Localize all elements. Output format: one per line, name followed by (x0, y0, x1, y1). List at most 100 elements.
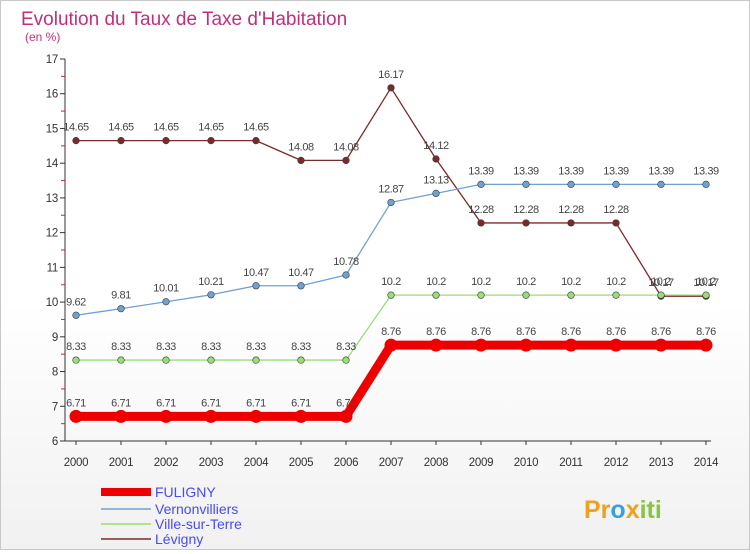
data-point (609, 338, 623, 352)
proxiti-logo: Proxiti (584, 496, 662, 524)
y-tick-label: 8 (52, 367, 58, 379)
data-point (72, 356, 80, 364)
data-label: 10.2 (561, 276, 581, 288)
data-label: 10.2 (696, 276, 716, 288)
x-tick-label: 2008 (424, 457, 448, 469)
y-tick-label: 10 (46, 297, 58, 309)
data-label: 10.47 (243, 267, 269, 279)
data-point (567, 291, 575, 299)
data-label: 14.08 (333, 141, 359, 153)
series-layer (69, 84, 713, 423)
legend-label: Lévigny (155, 531, 203, 547)
data-point (207, 137, 215, 145)
data-label: 9.81 (111, 290, 131, 302)
data-point (477, 180, 485, 188)
data-label: 8.76 (516, 326, 536, 338)
data-label: 8.76 (381, 326, 401, 338)
data-point (699, 338, 713, 352)
data-point (612, 291, 620, 299)
data-point (477, 219, 485, 227)
y-tick-label: 17 (46, 54, 58, 66)
x-tick-label: 2009 (469, 457, 493, 469)
data-point (117, 356, 125, 364)
data-point (339, 409, 353, 423)
data-label: 10.17 (693, 277, 719, 289)
data-point (297, 282, 305, 290)
data-point (162, 298, 170, 306)
data-point (702, 291, 710, 299)
data-point (69, 409, 83, 423)
data-label: 13.39 (513, 165, 539, 177)
data-point (294, 409, 308, 423)
data-point (342, 356, 350, 364)
y-tick-label: 12 (46, 228, 58, 240)
series-vernonvilliers (72, 180, 710, 319)
data-point (477, 291, 485, 299)
data-point (432, 189, 440, 197)
data-point (72, 137, 80, 145)
data-label: 6.71 (66, 397, 86, 409)
data-label: 8.76 (426, 326, 446, 338)
data-label: 6.71 (156, 397, 176, 409)
data-point (252, 356, 260, 364)
data-point (249, 409, 263, 423)
series-fuligny (69, 338, 713, 423)
data-point (387, 198, 395, 207)
data-point (297, 356, 305, 364)
x-tick-label: 2012 (604, 457, 628, 469)
x-tick-label: 2007 (379, 457, 403, 469)
data-label: 13.39 (603, 165, 629, 177)
data-label: 8.33 (336, 341, 356, 353)
data-point (342, 156, 350, 165)
legend: FULIGNYVernonvilliersVille-sur-TerreLévi… (101, 484, 242, 547)
data-label: 14.08 (288, 141, 314, 153)
data-point (612, 180, 620, 188)
x-tick-label: 2006 (334, 457, 358, 469)
x-tick-label: 2005 (289, 457, 313, 469)
data-label: 10.2 (516, 276, 536, 288)
data-point (432, 291, 440, 299)
data-label: 12.28 (513, 204, 539, 216)
svg-text:Proxiti: Proxiti (584, 496, 662, 524)
data-point (522, 180, 530, 188)
y-tick-label: 7 (52, 401, 58, 413)
data-point (297, 156, 305, 165)
data-label: 8.76 (471, 326, 491, 338)
data-label: 13.13 (423, 174, 449, 186)
data-point (342, 271, 350, 279)
data-label: 10.47 (288, 267, 314, 279)
data-point (522, 291, 530, 299)
data-point (567, 180, 575, 188)
data-point (567, 219, 575, 227)
data-label: 8.33 (66, 341, 86, 353)
chart-unit: (en %) (25, 30, 60, 44)
data-label: 12.28 (558, 204, 584, 216)
data-label: 14.65 (153, 122, 179, 134)
data-label: 13.39 (693, 165, 719, 177)
data-point (522, 219, 530, 227)
data-label: 10.17 (648, 277, 674, 289)
data-point (387, 291, 395, 299)
data-point (204, 409, 218, 423)
data-label: 14.65 (108, 122, 134, 134)
logo-part-1: Pr (584, 496, 611, 524)
data-point (657, 180, 665, 188)
data-label: 8.33 (246, 341, 266, 353)
data-label: 10.78 (333, 256, 359, 268)
data-label: 14.65 (63, 122, 89, 134)
x-tick-label: 2010 (514, 457, 538, 469)
data-label: 10.21 (198, 276, 224, 288)
logo-part-4: iti (640, 496, 662, 524)
data-label: 10.2 (471, 276, 491, 288)
data-point (207, 356, 215, 364)
y-tick-label: 6 (52, 436, 58, 448)
x-tick-label: 2003 (199, 457, 223, 469)
legend-label: FULIGNY (155, 484, 216, 500)
data-label: 9.62 (66, 296, 86, 308)
y-tick-label: 13 (46, 193, 58, 205)
data-label: 13.39 (648, 165, 674, 177)
data-point (657, 291, 665, 299)
data-label: 10.2 (381, 276, 401, 288)
data-point (162, 356, 170, 364)
